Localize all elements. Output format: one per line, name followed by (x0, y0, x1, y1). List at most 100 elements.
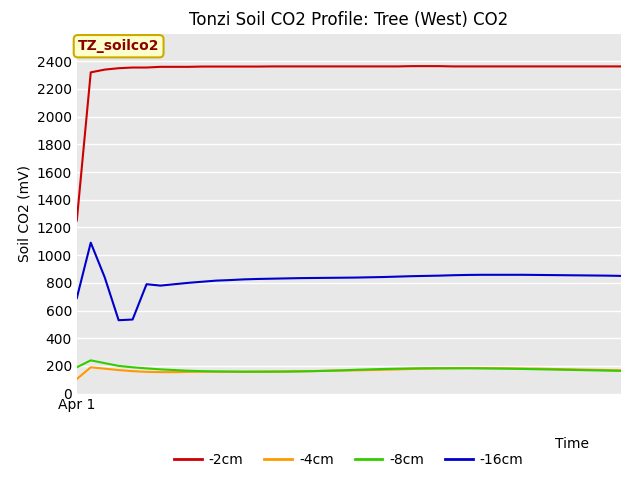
-16cm (101, 275, 109, 280)
-2cm (296, 63, 304, 69)
-4cm (227, 369, 234, 374)
-4cm (589, 367, 596, 372)
-16cm (506, 272, 513, 277)
-2cm (575, 63, 583, 69)
-2cm (115, 65, 122, 71)
-16cm (157, 283, 164, 288)
-8cm (422, 365, 429, 371)
-8cm (449, 365, 457, 371)
-2cm (394, 63, 401, 69)
-4cm (143, 369, 150, 375)
-16cm (436, 273, 444, 278)
-16cm (143, 281, 150, 287)
-4cm (617, 368, 625, 373)
-8cm (436, 365, 444, 371)
-2cm (449, 63, 457, 69)
Y-axis label: Soil CO2 (mV): Soil CO2 (mV) (17, 165, 31, 262)
-8cm (366, 367, 374, 372)
Legend: -2cm, -4cm, -8cm, -16cm: -2cm, -4cm, -8cm, -16cm (168, 447, 529, 472)
-8cm (603, 368, 611, 373)
-16cm (171, 281, 179, 287)
-2cm (422, 63, 429, 69)
-2cm (492, 63, 499, 69)
-4cm (268, 369, 276, 374)
-4cm (73, 376, 81, 382)
-2cm (463, 63, 471, 69)
-4cm (129, 368, 136, 374)
-4cm (184, 369, 192, 375)
-16cm (87, 240, 95, 246)
Text: Time: Time (555, 437, 589, 451)
-2cm (73, 217, 81, 223)
-4cm (380, 367, 387, 372)
-2cm (310, 63, 318, 69)
-16cm (394, 274, 401, 279)
-2cm (184, 64, 192, 70)
-2cm (268, 63, 276, 69)
Line: -4cm: -4cm (77, 367, 621, 379)
-4cm (422, 366, 429, 372)
-4cm (212, 369, 220, 374)
-8cm (296, 369, 304, 374)
-8cm (589, 368, 596, 373)
Line: -16cm: -16cm (77, 243, 621, 320)
-8cm (87, 358, 95, 363)
-2cm (101, 67, 109, 72)
-8cm (268, 369, 276, 374)
-2cm (617, 63, 625, 69)
-2cm (254, 64, 262, 70)
-16cm (73, 295, 81, 301)
-8cm (533, 366, 541, 372)
-4cm (198, 369, 206, 374)
-16cm (575, 273, 583, 278)
-4cm (408, 366, 415, 372)
-8cm (227, 369, 234, 374)
-2cm (171, 64, 179, 70)
-16cm (184, 280, 192, 286)
-4cm (157, 369, 164, 375)
-16cm (449, 272, 457, 278)
-16cm (129, 317, 136, 323)
-16cm (477, 272, 485, 277)
-4cm (241, 369, 248, 374)
-4cm (254, 369, 262, 374)
Text: TZ_soilco2: TZ_soilco2 (78, 39, 159, 53)
-2cm (212, 64, 220, 70)
-16cm (338, 275, 346, 281)
-8cm (380, 366, 387, 372)
-2cm (157, 64, 164, 70)
-4cm (171, 369, 179, 375)
-8cm (575, 367, 583, 373)
-2cm (366, 63, 374, 69)
-8cm (463, 365, 471, 371)
-2cm (547, 63, 555, 69)
-16cm (296, 275, 304, 281)
-8cm (241, 369, 248, 374)
-16cm (408, 273, 415, 279)
-2cm (352, 63, 360, 69)
-4cm (282, 369, 290, 374)
-16cm (617, 273, 625, 279)
-8cm (408, 366, 415, 372)
-16cm (380, 274, 387, 280)
-2cm (198, 64, 206, 70)
-16cm (310, 275, 318, 281)
-8cm (157, 367, 164, 372)
-2cm (241, 64, 248, 70)
-8cm (324, 368, 332, 373)
-4cm (87, 364, 95, 370)
-16cm (492, 272, 499, 277)
-2cm (533, 63, 541, 69)
-16cm (561, 272, 569, 278)
-4cm (533, 366, 541, 372)
-16cm (463, 272, 471, 278)
-2cm (506, 63, 513, 69)
-16cm (241, 276, 248, 282)
-16cm (227, 277, 234, 283)
-16cm (198, 279, 206, 285)
Line: -2cm: -2cm (77, 66, 621, 220)
-8cm (617, 368, 625, 374)
-16cm (324, 275, 332, 281)
-8cm (547, 367, 555, 372)
-4cm (519, 366, 527, 372)
